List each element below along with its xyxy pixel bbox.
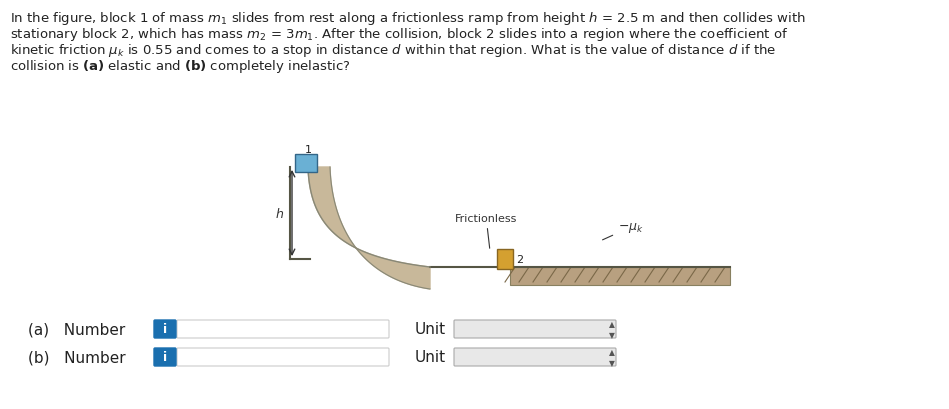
FancyBboxPatch shape bbox=[154, 348, 176, 366]
Polygon shape bbox=[308, 168, 430, 289]
Text: Unit: Unit bbox=[415, 350, 446, 364]
Text: stationary block 2, which has mass $m_2$ = 3$m_1$. After the collision, block 2 : stationary block 2, which has mass $m_2$… bbox=[10, 26, 789, 43]
FancyBboxPatch shape bbox=[454, 320, 616, 338]
FancyBboxPatch shape bbox=[454, 348, 616, 366]
Text: (a)   Number: (a) Number bbox=[28, 322, 125, 337]
Text: 1: 1 bbox=[305, 145, 311, 155]
Bar bbox=[510, 267, 730, 285]
Text: Frictionless: Frictionless bbox=[455, 213, 517, 249]
Text: collision is $\mathbf{(a)}$ elastic and $\mathbf{(b)}$ completely inelastic?: collision is $\mathbf{(a)}$ elastic and … bbox=[10, 58, 351, 75]
Text: Unit: Unit bbox=[415, 322, 446, 337]
Text: ▲
▼: ▲ ▼ bbox=[609, 319, 615, 339]
FancyBboxPatch shape bbox=[177, 320, 389, 338]
Text: (b)   Number: (b) Number bbox=[28, 350, 125, 364]
Bar bbox=[497, 249, 513, 270]
Text: 2: 2 bbox=[516, 254, 523, 264]
Bar bbox=[295, 155, 317, 173]
Text: In the figure, block 1 of mass $m_1$ slides from rest along a frictionless ramp : In the figure, block 1 of mass $m_1$ sli… bbox=[10, 10, 806, 27]
FancyBboxPatch shape bbox=[177, 348, 389, 366]
Text: $h$: $h$ bbox=[275, 207, 285, 220]
Text: $-\mu_k$: $-\mu_k$ bbox=[603, 220, 643, 240]
Text: i: i bbox=[163, 351, 167, 364]
Text: ▲
▼: ▲ ▼ bbox=[609, 348, 615, 367]
Text: i: i bbox=[163, 323, 167, 336]
FancyBboxPatch shape bbox=[154, 320, 176, 338]
Text: kinetic friction $\mu_k$ is 0.55 and comes to a stop in distance $d$ within that: kinetic friction $\mu_k$ is 0.55 and com… bbox=[10, 42, 776, 59]
